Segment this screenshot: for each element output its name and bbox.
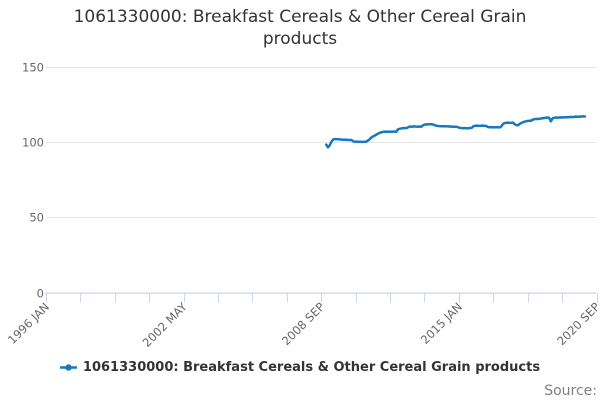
line-chart-plot: 0 50 100 150 1996 JAN 2002 MAY 2008 SEP 2015 JA… [5, 61, 600, 350]
y-axis-label: 150 [22, 61, 44, 75]
series-line[interactable] [324, 115, 587, 149]
chart-title: 1061330000: Breakfast Cereals & Other Ce… [73, 7, 527, 50]
y-axis-label: 0 [37, 287, 44, 301]
x-axis-label: 1996 JAN [5, 300, 52, 347]
x-axis-label: 2020 SEP [554, 300, 600, 348]
legend-marker-dot [65, 364, 72, 371]
x-axis-label: 2008 SEP [279, 300, 327, 348]
legend-label: 1061330000: Breakfast Cereals & Other Ce… [82, 360, 541, 375]
legend: 1061330000: Breakfast Cereals & Other Ce… [0, 360, 600, 375]
source-label: Source: [544, 383, 597, 399]
legend-item-series[interactable]: 1061330000: Breakfast Cereals & Other Ce… [59, 360, 541, 375]
y-axis-label: 50 [29, 211, 44, 225]
series-line-marker-icon [59, 364, 77, 371]
x-axis-label: 2002 MAY [140, 299, 191, 350]
y-axis-label: 100 [22, 136, 44, 150]
x-axis-label: 2015 JAN [418, 300, 465, 347]
